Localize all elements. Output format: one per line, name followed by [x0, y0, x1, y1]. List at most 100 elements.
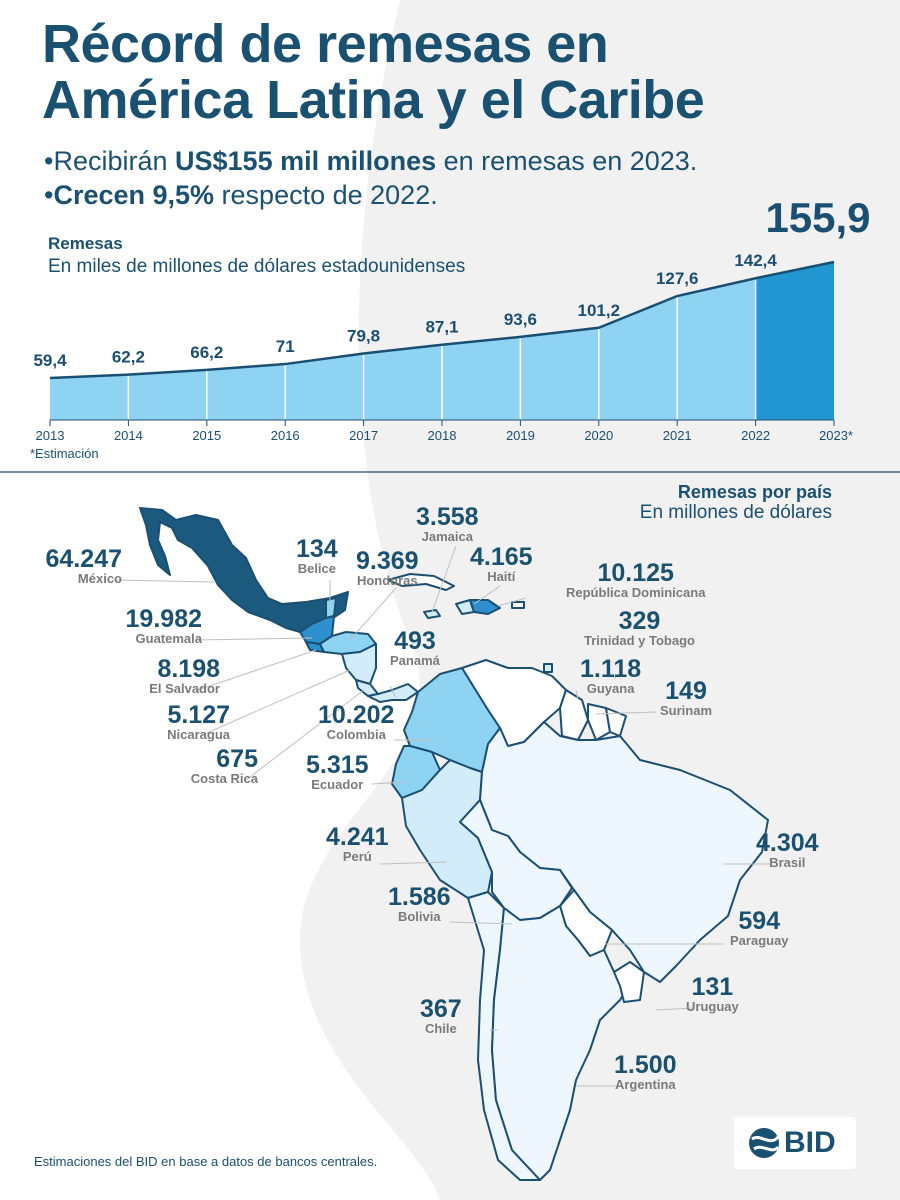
country-name: Paraguay [730, 933, 789, 948]
country-label-nicaragua: 5.127 Nicaragua [156, 702, 230, 742]
country-label-bolivia: 1.586 Bolivia [388, 884, 451, 924]
x-tick-label-2013: 2013 [36, 428, 65, 443]
source-note: Estimaciones del BID en base a datos de … [34, 1154, 378, 1169]
country-name: Nicaragua [167, 727, 230, 742]
area-segment-2014 [128, 369, 207, 420]
bullet-2-bold: Crecen 9,5% [53, 180, 215, 210]
country-label-guyana: 1.118 Guyana [580, 656, 641, 696]
country-value: 1.118 [580, 655, 642, 683]
country-value: 329 [618, 607, 661, 635]
map-nicaragua [341, 643, 377, 685]
country-value: 3.558 [416, 503, 479, 531]
country-name: Guatemala [135, 631, 202, 646]
country-value: 594 [738, 907, 781, 935]
x-tick-label-2019: 2019 [506, 428, 535, 443]
data-label-2022: 142,4 [734, 251, 777, 270]
country-value: 1.500 [614, 1051, 677, 1079]
country-value: 5.315 [306, 751, 369, 779]
area-segment-2015 [206, 364, 286, 420]
estimation-note: *Estimación [30, 446, 99, 461]
country-label-guatemala: 19.982 Guatemala [112, 606, 202, 646]
x-tick-label-2016: 2016 [271, 428, 300, 443]
country-label-brasil: 4.304 Brasil [756, 830, 819, 870]
country-value: 493 [394, 627, 436, 655]
bullet-1-pre: •Recibirán [44, 146, 176, 176]
country-label-trinidad-y-tobago: 329 Trinidad y Tobago [584, 608, 695, 648]
bullet-1-bold: US$155 mil millones [175, 146, 437, 176]
data-label-2016: 71 [276, 337, 295, 356]
map-argentina [491, 905, 631, 1181]
bullet-2-post: respecto de 2022. [214, 180, 438, 210]
x-tick-label-2017: 2017 [349, 428, 378, 443]
country-value: 4.165 [470, 543, 533, 571]
chart-title: Remesas [48, 234, 123, 253]
data-label-2023*: 155,9 [765, 194, 870, 241]
country-label-belice: 134 Belice [296, 536, 338, 576]
map-puerto-rico [511, 601, 525, 609]
country-name: Belice [297, 561, 337, 576]
data-label-2021: 127,6 [656, 269, 699, 288]
x-tick-label-2014: 2014 [114, 428, 143, 443]
country-value: 149 [665, 677, 707, 705]
data-label-2017: 79,8 [347, 326, 380, 345]
country-name: Costa Rica [190, 771, 258, 786]
map-subtitle: En millones de dólares [639, 502, 832, 523]
bullet-1-post: en remesas en 2023. [436, 146, 698, 176]
country-name: Ecuador [311, 777, 364, 792]
country-value: 675 [216, 745, 258, 773]
globe-icon [749, 1128, 780, 1158]
x-tick-label-2015: 2015 [192, 428, 221, 443]
page-title: Récord de remesas en América Latina y el… [42, 14, 705, 128]
data-label-2019: 93,6 [504, 310, 537, 329]
data-label-2013: 59,4 [33, 351, 67, 370]
country-value: 19.982 [125, 605, 202, 633]
bullet-1: •Recibirán US$155 mil millones en remesa… [44, 146, 697, 177]
country-label-chile: 367 Chile [420, 996, 462, 1036]
country-name: Colombia [326, 727, 386, 742]
country-name: Honduras [356, 573, 418, 588]
area-segment-2022 [755, 262, 834, 420]
country-name: Trinidad y Tobago [584, 633, 695, 648]
country-value: 131 [691, 973, 734, 1001]
x-tick-label-2021: 2021 [663, 428, 692, 443]
map-title: Remesas por país [677, 482, 832, 502]
country-name: Chile [424, 1021, 457, 1036]
country-label-panamá: 493 Panamá [390, 628, 440, 668]
country-name: Panamá [390, 653, 440, 668]
country-name: República Dominicana [566, 585, 706, 600]
bullet-2: •Crecen 9,5% respecto de 2022. [44, 180, 438, 211]
country-value: 10.125 [597, 559, 674, 587]
country-label-surinam: 149 Surinam [660, 678, 712, 718]
country-label-méxico: 64.247 México [42, 546, 122, 586]
country-name: México [77, 571, 122, 586]
country-value: 64.247 [45, 545, 122, 573]
title-line-1: Récord de remesas en [42, 14, 609, 74]
country-name: Uruguay [686, 999, 739, 1014]
area-segment-2013 [50, 374, 129, 420]
data-label-2014: 62,2 [112, 348, 145, 367]
map-mexico [139, 507, 349, 633]
area-segment-2016 [285, 353, 364, 420]
data-label-2018: 87,1 [425, 318, 458, 337]
country-name: Surinam [660, 703, 713, 718]
country-label-uruguay: 131 Uruguay [686, 974, 739, 1014]
country-value: 367 [420, 995, 462, 1023]
country-name: Jamaica [421, 529, 473, 544]
country-label-honduras: 9.369 Honduras [356, 548, 419, 588]
bid-logo: BID [734, 1117, 856, 1169]
x-tick-label-2023*: 2023* [819, 428, 853, 443]
country-name: Perú [342, 849, 372, 864]
area-segment-2021 [677, 278, 756, 420]
bid-logo-text: BID [784, 1126, 836, 1159]
country-label-ecuador: 5.315 Ecuador [306, 752, 369, 792]
chart-subtitle: En miles de millones de dólares estadoun… [48, 256, 466, 277]
x-tick-label-2020: 2020 [584, 428, 613, 443]
area-segment-2018 [442, 336, 521, 420]
country-name: Haití [487, 569, 516, 584]
country-value: 9.369 [356, 547, 419, 575]
remesas-area-chart: 2013 2014 2015 2016 2017 2018 2019 2020 2021 2022… [33, 194, 870, 443]
series-line [49, 260, 835, 380]
x-tick-label-2022: 2022 [741, 428, 770, 443]
map-uruguay [613, 961, 645, 1003]
